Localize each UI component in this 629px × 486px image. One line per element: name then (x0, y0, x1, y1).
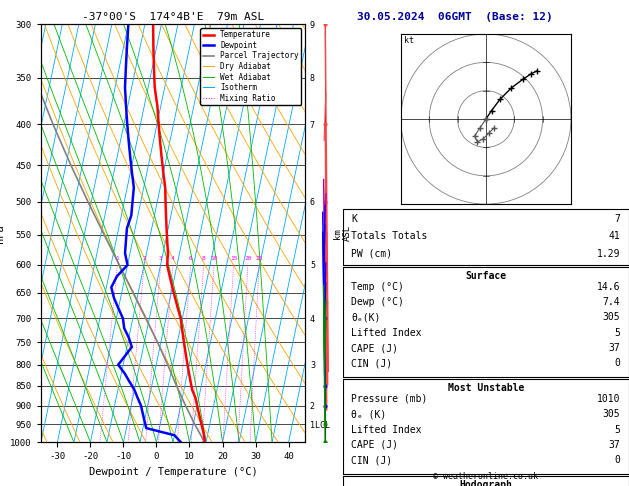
Text: 5: 5 (615, 424, 620, 434)
Text: 4: 4 (171, 257, 175, 261)
Text: 6: 6 (189, 257, 192, 261)
Text: 15: 15 (230, 257, 237, 261)
Text: Temp (°C): Temp (°C) (352, 282, 404, 292)
Legend: Temperature, Dewpoint, Parcel Trajectory, Dry Adiabat, Wet Adiabat, Isotherm, Mi: Temperature, Dewpoint, Parcel Trajectory… (201, 28, 301, 105)
Text: 7: 7 (615, 214, 620, 224)
Text: Pressure (mb): Pressure (mb) (352, 394, 428, 404)
Text: θₑ (K): θₑ (K) (352, 409, 387, 419)
Text: 0: 0 (615, 455, 620, 465)
Y-axis label: km
ASL: km ASL (333, 225, 352, 242)
Text: CIN (J): CIN (J) (352, 358, 392, 368)
Text: 30.05.2024  06GMT  (Base: 12): 30.05.2024 06GMT (Base: 12) (357, 12, 553, 22)
Y-axis label: hPa: hPa (0, 224, 5, 243)
Text: kt: kt (404, 35, 414, 45)
Text: 10: 10 (210, 257, 218, 261)
Text: Lifted Index: Lifted Index (352, 328, 422, 338)
Text: 5: 5 (615, 328, 620, 338)
Text: 41: 41 (609, 231, 620, 242)
Text: 25: 25 (255, 257, 263, 261)
Text: CIN (J): CIN (J) (352, 455, 392, 465)
Text: 20: 20 (244, 257, 252, 261)
Text: 37: 37 (609, 440, 620, 450)
Text: Hodograph: Hodograph (459, 480, 513, 486)
Text: 37: 37 (609, 343, 620, 353)
Text: 1: 1 (116, 257, 120, 261)
Text: CAPE (J): CAPE (J) (352, 440, 398, 450)
Text: 305: 305 (603, 409, 620, 419)
X-axis label: Dewpoint / Temperature (°C): Dewpoint / Temperature (°C) (89, 467, 257, 477)
Text: CAPE (J): CAPE (J) (352, 343, 398, 353)
Text: Surface: Surface (465, 271, 506, 281)
Text: Totals Totals: Totals Totals (352, 231, 428, 242)
Text: Lifted Index: Lifted Index (352, 424, 422, 434)
Text: Most Unstable: Most Unstable (448, 383, 524, 393)
Text: PW (cm): PW (cm) (352, 249, 392, 259)
Text: 14.6: 14.6 (597, 282, 620, 292)
Text: 2: 2 (142, 257, 146, 261)
Text: 3: 3 (159, 257, 163, 261)
Text: -37°00'S  174°4B'E  79m ASL: -37°00'S 174°4B'E 79m ASL (82, 12, 264, 22)
Text: 8: 8 (202, 257, 206, 261)
Text: 7.4: 7.4 (603, 297, 620, 307)
Text: 1010: 1010 (597, 394, 620, 404)
Text: K: K (352, 214, 357, 224)
Text: Dewp (°C): Dewp (°C) (352, 297, 404, 307)
Text: θₑ(K): θₑ(K) (352, 312, 381, 322)
Text: 1.29: 1.29 (597, 249, 620, 259)
Text: 305: 305 (603, 312, 620, 322)
Text: © weatheronline.co.uk: © weatheronline.co.uk (433, 472, 538, 481)
Text: 0: 0 (615, 358, 620, 368)
